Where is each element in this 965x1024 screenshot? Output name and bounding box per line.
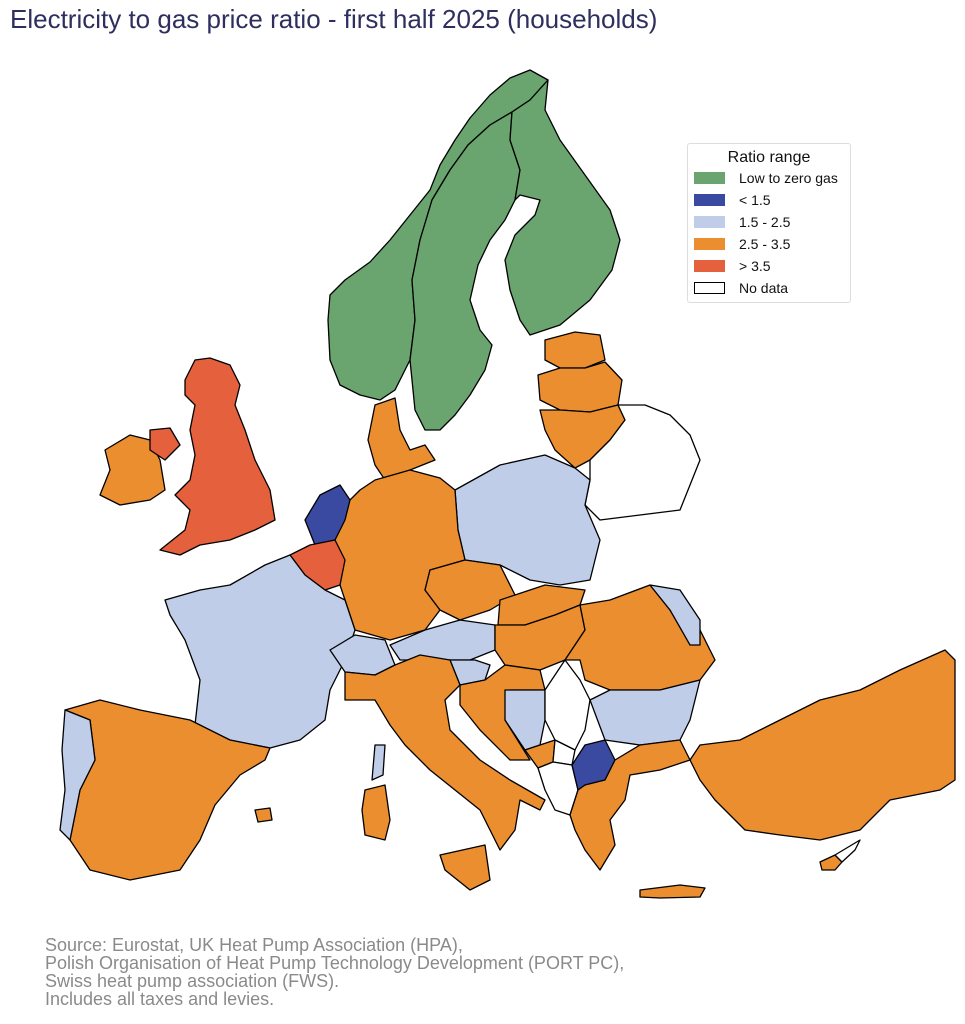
legend-label: Low to zero gas [739,170,838,186]
region-sweden [409,111,521,431]
region-crete [639,884,706,899]
region-corsica [371,744,386,781]
region-serbia [544,659,591,751]
region-balearics [254,807,273,823]
legend-item-low: Low to zero gas [688,167,850,189]
region-greece [569,739,691,871]
legend-swatch [694,216,725,228]
region-moldova [649,584,701,646]
legend-swatch [694,282,725,294]
region-ireland [99,434,166,506]
legend-swatch [694,238,725,250]
region-latvia [537,361,623,413]
region-united-kingdom [159,357,276,556]
source-line: Swiss heat pump association (FWS). [45,971,340,991]
source-line: Polish Organisation of Heat Pump Technol… [45,953,625,973]
source-note: Source: Eurostat, UK Heat Pump Associati… [45,936,624,1008]
region-bulgaria [589,679,701,746]
region-portugal [59,709,96,841]
region-northern-cyprus [834,839,861,863]
region-italy [344,654,546,851]
region-denmark [367,397,436,481]
legend-item-gt35: > 3.5 [688,255,850,277]
legend-item-r1525: 1.5 - 2.5 [688,211,850,233]
region-sicily [439,844,491,891]
region-northern-ireland [149,427,181,461]
legend-item-nodata: No data [688,277,850,299]
legend-swatch [694,260,725,272]
source-line: Source: Eurostat, UK Heat Pump Associati… [45,935,463,955]
region-belarus [584,404,701,521]
legend-swatch [694,172,725,184]
legend-item-r2535: 2.5 - 3.5 [688,233,850,255]
legend-label: > 3.5 [739,258,771,274]
legend-label: 1.5 - 2.5 [739,214,791,230]
region-cyprus [819,854,843,871]
legend-item-lt15: < 1.5 [688,189,850,211]
region-finland [504,79,621,336]
map-title: Electricity to gas price ratio - first h… [10,4,658,34]
legend-label: < 1.5 [739,192,771,208]
region-sardinia [361,784,391,841]
region-turkey [689,649,956,841]
legend-label: No data [739,280,789,296]
legend-title: Ratio range [727,149,811,166]
legend-label: 2.5 - 3.5 [739,236,791,252]
source-line: Includes all taxes and levies. [45,989,275,1009]
legend-swatch [694,194,725,206]
legend: Ratio range Low to zero gas < 1.5 1.5 - … [687,143,851,303]
region-france [164,554,356,749]
region-estonia [544,331,606,369]
